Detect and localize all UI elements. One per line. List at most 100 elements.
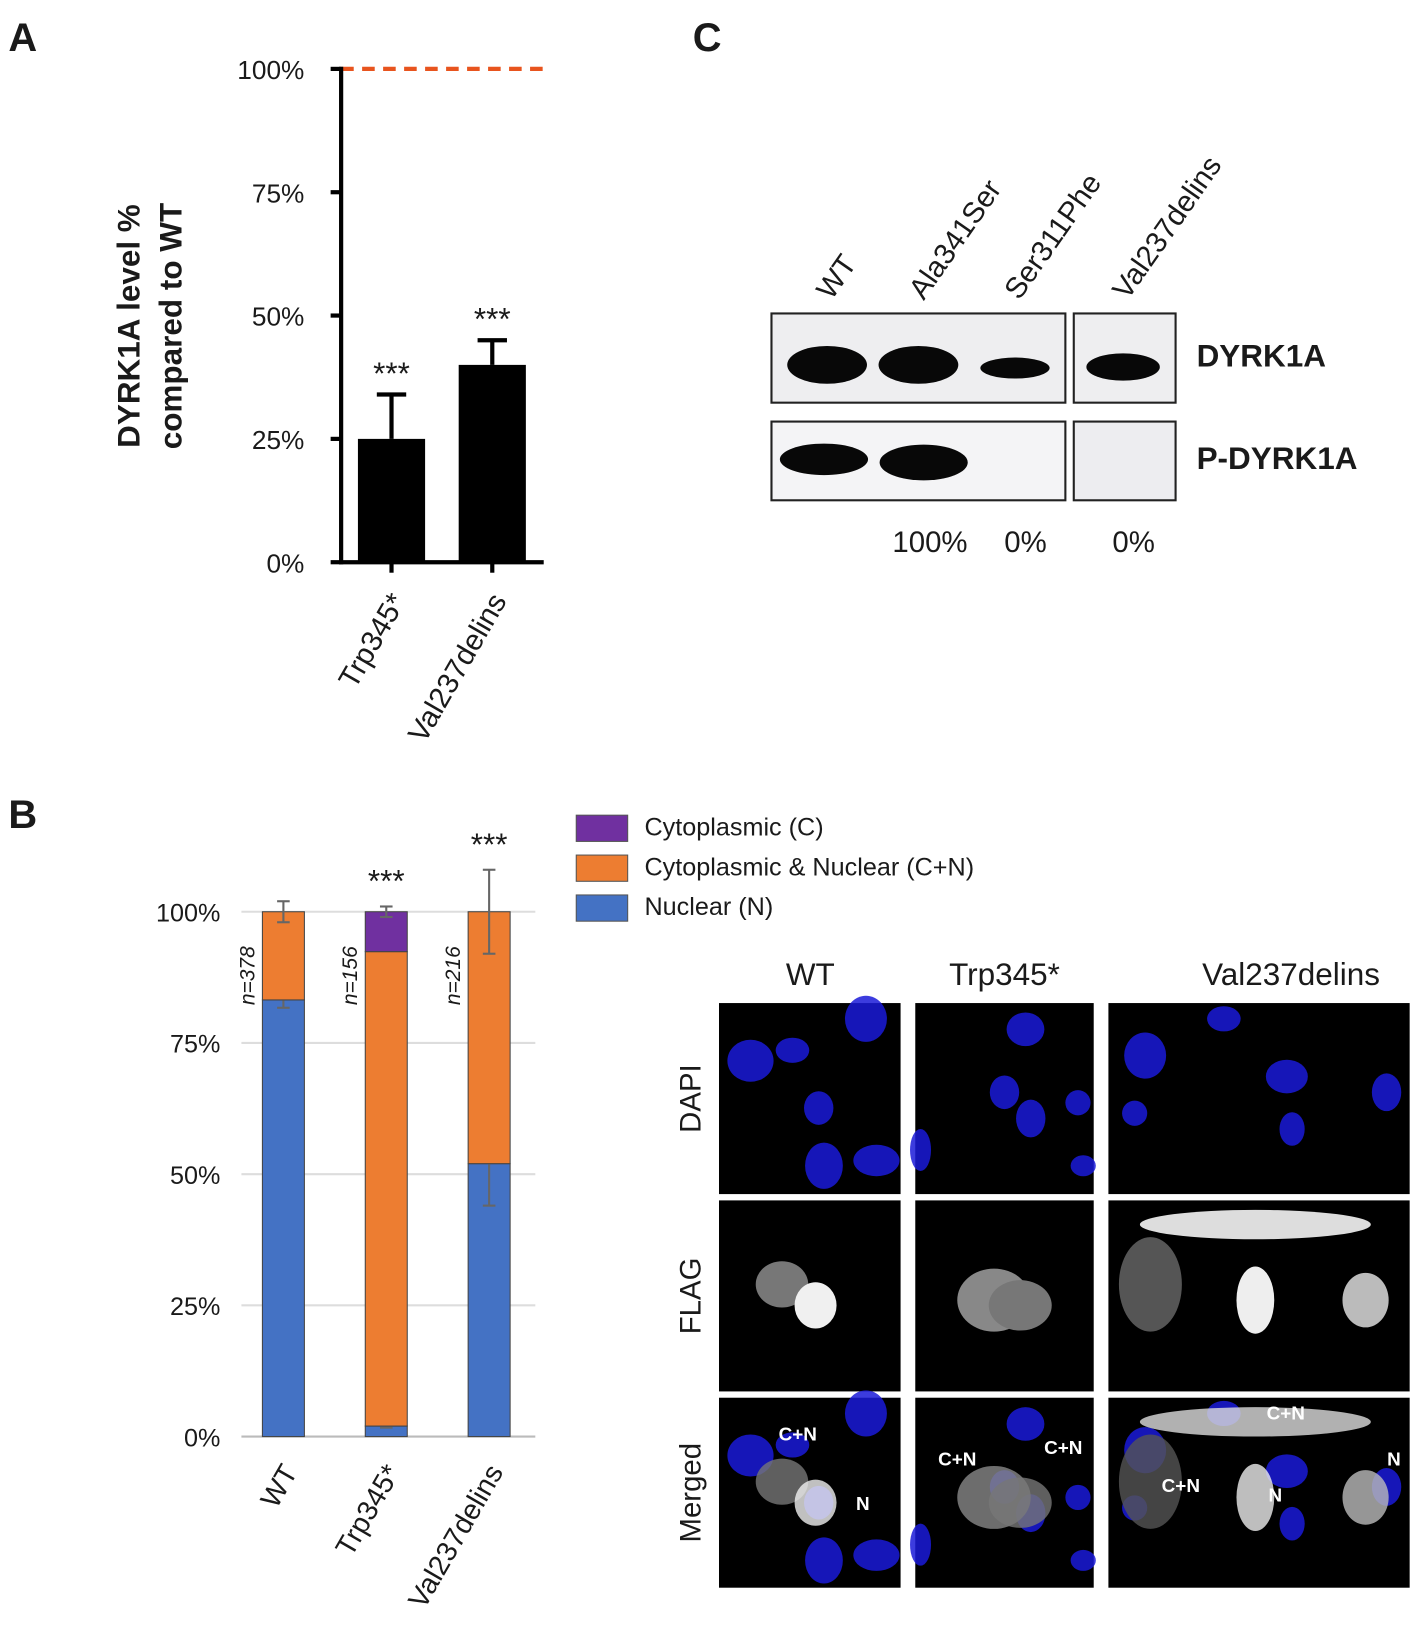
bar-segment	[261, 911, 305, 1001]
panel-label: A	[8, 16, 37, 60]
nucleus	[1124, 1032, 1167, 1079]
x-tick-label: Val237delins	[402, 588, 514, 748]
row-label: FLAG	[675, 1258, 708, 1335]
blot-band	[878, 345, 959, 384]
nucleus	[910, 1129, 932, 1172]
micrograph	[1108, 1003, 1410, 1195]
bar-segment	[261, 999, 305, 1438]
y-tick-label: 25%	[252, 425, 305, 455]
flag-signal	[1139, 1407, 1371, 1437]
x-tick-label: Val237delins	[402, 1459, 510, 1614]
row-label: P-DYRK1A	[1197, 441, 1358, 476]
quantification-label: 100%	[892, 526, 967, 559]
flag-signal	[1236, 1266, 1275, 1334]
x-tick-label: Trp345*	[330, 1459, 408, 1561]
column-label: Trp345*	[949, 957, 1060, 992]
y-tick-label: 0%	[184, 1424, 220, 1452]
y-tick-label: 0%	[266, 548, 304, 578]
y-axis-title: compared to WT	[154, 203, 189, 450]
lane-label: Ser311Phe	[998, 168, 1108, 306]
flag-signal	[755, 1458, 809, 1505]
bar	[357, 438, 426, 563]
legend-swatch	[575, 854, 629, 882]
nucleus	[727, 1039, 774, 1082]
quantification-label: 0%	[1004, 526, 1046, 559]
nucleus	[844, 1390, 887, 1437]
nucleus	[804, 1091, 834, 1125]
quantification-label: 0%	[1112, 526, 1154, 559]
cell-annotation: C+N	[1044, 1438, 1082, 1459]
blot-band	[779, 443, 869, 476]
nucleus	[1065, 1090, 1091, 1116]
blot-band	[879, 444, 968, 481]
column-label: Val237delins	[1202, 957, 1380, 992]
nucleus	[1016, 1099, 1046, 1138]
blot-band	[1086, 353, 1160, 381]
nucleus	[1006, 1012, 1045, 1047]
y-tick-label: 100%	[156, 900, 220, 928]
y-tick-label: 75%	[252, 178, 305, 208]
flag-signal	[1236, 1463, 1275, 1532]
n-label: n=156	[339, 946, 362, 1005]
nucleus	[805, 1537, 843, 1584]
bar-segment	[364, 911, 408, 953]
x-tick-label: Trp345*	[332, 588, 412, 694]
cell-annotation: C+N	[1162, 1476, 1200, 1497]
nucleus	[727, 1434, 774, 1477]
annotation: ***	[474, 302, 511, 337]
cell-annotation: N	[856, 1494, 870, 1515]
nucleus	[775, 1432, 810, 1458]
cell-annotation: N	[1268, 1485, 1282, 1506]
legend-swatch	[575, 894, 629, 922]
nucleus	[1006, 1407, 1045, 1441]
panel-label: B	[8, 793, 37, 837]
legend-swatch	[575, 814, 629, 842]
legend-label: Cytoplasmic (C)	[644, 813, 823, 841]
cell-annotation: C+N	[779, 1424, 817, 1445]
y-tick-label: 50%	[170, 1162, 220, 1190]
lane-label: Ala341Ser	[902, 174, 1008, 305]
annotation: ***	[368, 864, 405, 899]
column-label: WT	[786, 957, 835, 992]
flag-signal	[794, 1479, 837, 1526]
nucleus	[1122, 1100, 1148, 1126]
nucleus	[844, 995, 887, 1042]
y-tick-label: 75%	[170, 1031, 220, 1059]
flag-signal	[1342, 1470, 1389, 1525]
lane-label: Val237delins	[1106, 150, 1228, 305]
nucleus	[1070, 1155, 1096, 1177]
cell-annotation: C+N	[938, 1450, 976, 1471]
legend-label: Cytoplasmic & Nuclear (C+N)	[644, 853, 974, 881]
flag-signal	[988, 1477, 1052, 1528]
y-tick-label: 100%	[237, 55, 304, 85]
nucleus	[1065, 1484, 1091, 1511]
row-label: DYRK1A	[1197, 338, 1326, 373]
nucleus	[853, 1539, 900, 1571]
y-tick-label: 25%	[170, 1293, 220, 1321]
nucleus	[1265, 1454, 1308, 1488]
flag-signal	[755, 1261, 809, 1308]
flag-signal	[794, 1282, 837, 1329]
nucleus	[775, 1037, 810, 1063]
bar-segment	[467, 1163, 511, 1438]
annotation: ***	[471, 827, 508, 862]
blot-band	[980, 357, 1050, 379]
nucleus	[1371, 1073, 1402, 1112]
n-label: n=378	[236, 946, 259, 1005]
flag-signal	[1118, 1434, 1182, 1529]
flag-signal	[988, 1280, 1052, 1331]
flag-signal	[1342, 1272, 1389, 1328]
cell-annotation: C+N	[1267, 1404, 1305, 1425]
nucleus	[1279, 1112, 1305, 1146]
flag-signal	[1118, 1237, 1182, 1332]
flag-signal	[1139, 1209, 1371, 1240]
nucleus	[1279, 1506, 1305, 1541]
row-label: DAPI	[675, 1064, 708, 1133]
nucleus	[1070, 1549, 1096, 1571]
bar	[458, 364, 526, 563]
annotation: ***	[373, 356, 410, 391]
y-tick-label: 50%	[252, 302, 305, 332]
blot-band	[787, 345, 867, 384]
nucleus	[1265, 1059, 1308, 1094]
